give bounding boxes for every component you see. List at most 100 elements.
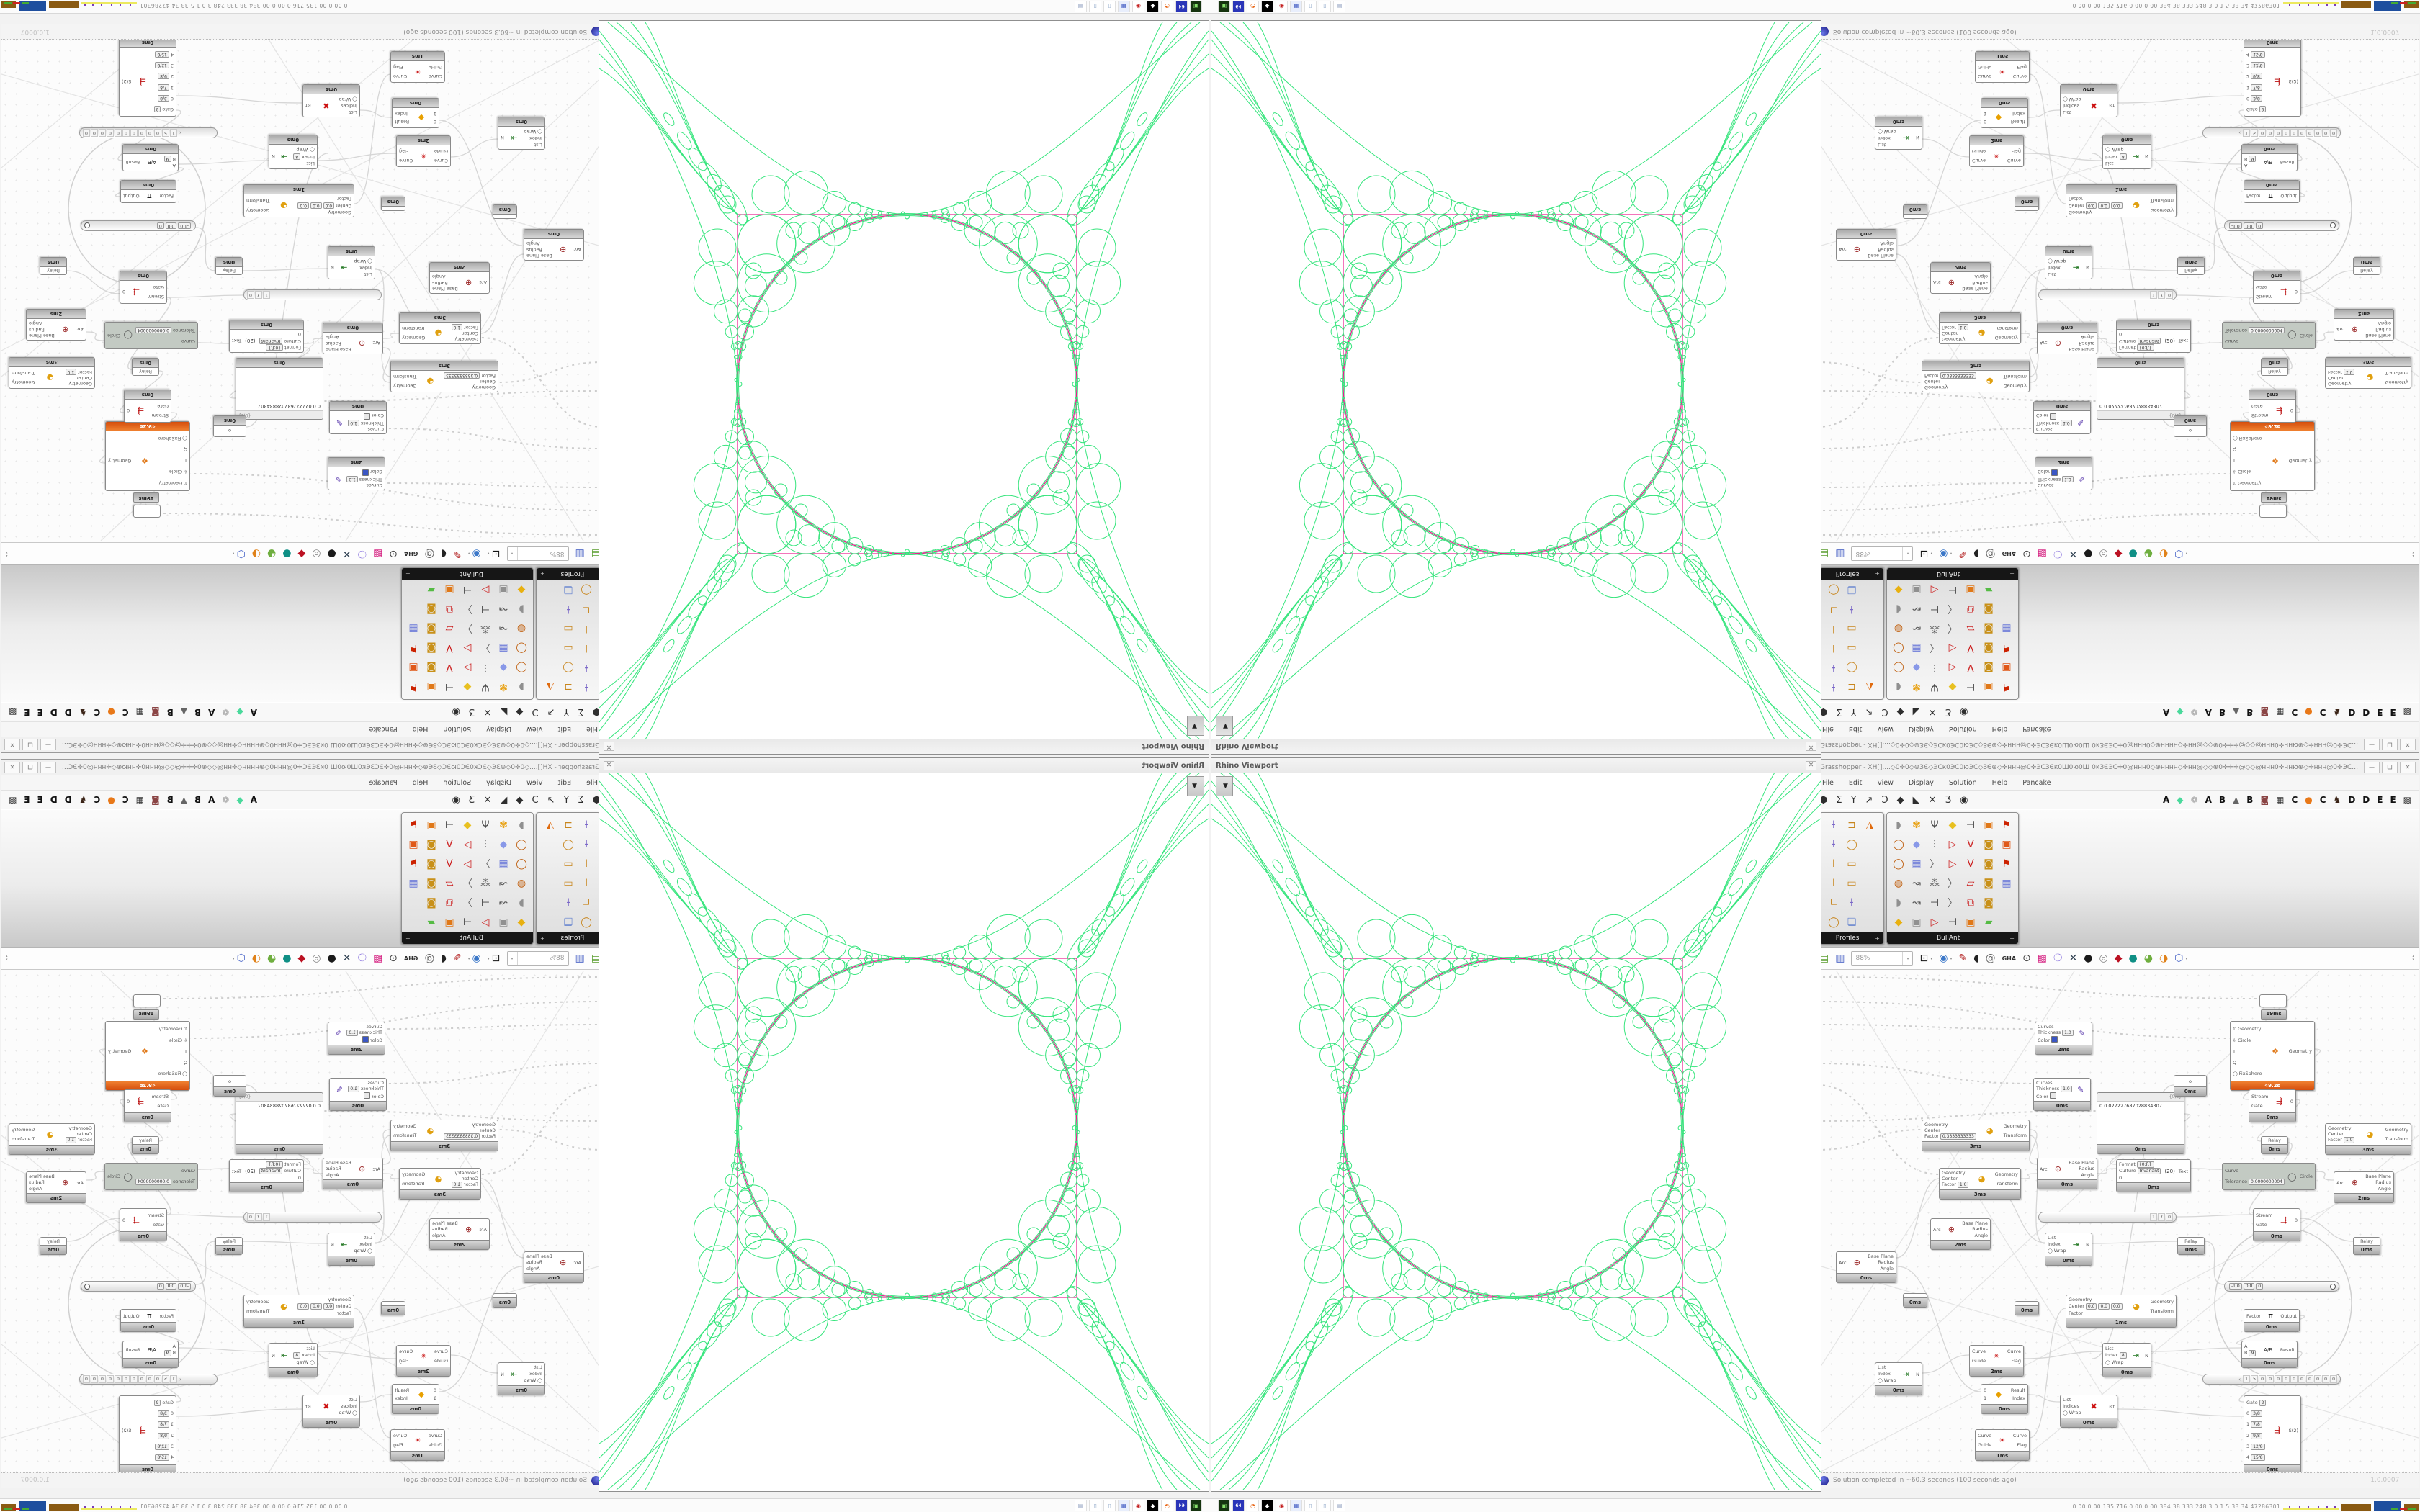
palette-component-icon[interactable]: ↝ (1912, 603, 1921, 616)
list-item-component[interactable]: List Index ◯ Wrap ⇥ N 0ms (1875, 1362, 1922, 1395)
flag-component[interactable]: Curve Guide ✴ Curve Flag 2ms (1969, 1345, 2024, 1377)
stream-filter-component[interactable]: Stream Gate ⇶ 0 0ms (2253, 271, 2300, 304)
palette-component-icon[interactable]: ⊣ (444, 819, 454, 831)
palette-component-icon[interactable] (542, 600, 560, 619)
flag-component[interactable]: Curve Guide ✴ Curve Flag 2ms (396, 1345, 451, 1377)
palette-component-icon[interactable]: ◆ (1894, 916, 1903, 928)
plugin-tab-A[interactable]: A (208, 707, 215, 717)
plugin-tab-icon[interactable]: ▩ (9, 707, 17, 717)
menu-item-solution[interactable]: Solution (443, 725, 472, 734)
plugin-tab-C[interactable]: C (2291, 707, 2298, 717)
zoom-extents-icon[interactable]: ⊡ (1919, 548, 1929, 559)
ball-green-icon[interactable]: ◕ (2143, 953, 2153, 964)
plugin-tab-B[interactable]: B (194, 707, 202, 717)
palette-component-icon[interactable]: ✾ (1912, 819, 1921, 831)
plugin-tab-E[interactable]: E (24, 707, 30, 717)
plugin-tab-A[interactable]: A (250, 707, 257, 717)
palette-component-icon[interactable] (1998, 600, 2016, 619)
plugin-tab-icon[interactable]: ❁ (2190, 707, 2198, 717)
plugin-tab-icon[interactable]: ◙ (151, 707, 160, 717)
palette-component-icon[interactable]: 〉 (1948, 603, 1958, 615)
preview-mesh-icon[interactable]: ◖ (1973, 953, 1979, 964)
display-tab[interactable]: ◉ (452, 706, 460, 718)
console-app-icon[interactable]: ▣ (1190, 1500, 1202, 1511)
zoom-dropdown-arrow[interactable]: ▾ (1902, 547, 1913, 560)
palette-component-icon[interactable]: ◍ (516, 877, 526, 889)
mesh-tab[interactable]: ◣ (1912, 706, 1920, 718)
dropdown-arrow-icon[interactable]: ▾ (232, 955, 235, 961)
plugin-tab-E[interactable]: E (2377, 795, 2383, 805)
palette-component-icon[interactable]: ⊣ (462, 584, 472, 596)
palette-component-icon[interactable]: ▣ (444, 584, 454, 596)
rhino-close-icon[interactable]: ✕ (604, 742, 614, 752)
notepad-icon[interactable]: ▯ (1089, 1, 1101, 12)
preview-eye-icon[interactable]: ◉ (1939, 548, 1948, 559)
palette-component-icon[interactable]: ▦ (498, 642, 508, 654)
palette-title[interactable]: Profiles + (537, 568, 600, 580)
palette-component-icon[interactable]: ▣ (426, 819, 436, 831)
md-slider-knob[interactable] (84, 1283, 90, 1290)
palette-component-icon[interactable]: ▭ (563, 642, 573, 654)
red-badge-icon[interactable]: ◉ (1132, 1, 1144, 12)
dropdown-arrow-icon[interactable]: ▾ (467, 955, 470, 961)
mesh-tab[interactable]: ◣ (500, 706, 508, 718)
plugin-tab-E[interactable]: E (2390, 707, 2396, 717)
gem-icon[interactable]: ◆ (2114, 953, 2123, 964)
maximize-button[interactable]: ❏ (22, 762, 38, 773)
firefox-icon[interactable]: ◔ (1247, 1, 1259, 12)
palette-component-icon[interactable]: ◯ (1828, 916, 1839, 928)
preview-eye-icon[interactable]: ◉ (472, 548, 481, 559)
palette-component-icon[interactable]: ◗ (1896, 896, 1901, 909)
palette-component-icon[interactable]: V (446, 662, 453, 674)
menu-item-file[interactable]: File (1822, 778, 1834, 787)
plugin-tab-icon[interactable]: ▲ (180, 795, 187, 805)
ball-green-icon[interactable]: ◕ (2143, 548, 2153, 559)
palette-component-icon[interactable]: ▷ (1948, 858, 1957, 870)
palette-component-icon[interactable]: ✾ (1912, 681, 1921, 693)
display-tab[interactable]: ◉ (1960, 706, 1968, 718)
palette-component-icon[interactable]: ▭ (1847, 858, 1857, 870)
notepad-icon[interactable]: ▯ (1304, 1, 1317, 12)
palette-component-icon[interactable]: I (584, 642, 588, 654)
ball-teal-icon[interactable]: ● (2128, 548, 2138, 559)
relay-component[interactable]: Relay 0ms (40, 257, 67, 275)
number-slider[interactable]: ‹ 1 5 0 0 0 0 0 0 0 0 0 0 (79, 127, 218, 138)
commodore64-icon[interactable]: 64 (1175, 1500, 1188, 1511)
palette-title[interactable]: Profiles + (1820, 932, 1883, 944)
palette-component-icon[interactable]: ❏ (563, 916, 573, 928)
commodore64-icon[interactable]: 64 (1232, 1, 1245, 12)
ball-blue-icon[interactable]: ⬡ (2174, 953, 2184, 964)
plugin-tab-A[interactable]: A (208, 795, 215, 805)
surface-tab[interactable]: ◆ (1896, 706, 1904, 718)
gha-assembly-icon[interactable]: GHA (2002, 955, 2017, 962)
palette-component-icon[interactable]: ◯ (581, 584, 592, 596)
palette-component-icon[interactable]: ◙ (426, 858, 436, 870)
palette-component-icon[interactable]: ◯ (516, 642, 527, 654)
plugin-tab-E[interactable]: E (37, 707, 43, 717)
notepad-icon[interactable]: ▯ (1103, 1, 1116, 12)
plugin-tab-E[interactable]: E (2390, 795, 2396, 805)
plugin-tab-B[interactable]: B (2218, 707, 2226, 717)
palette-component-icon[interactable]: Ɨ (1850, 603, 1854, 616)
plugin-tab-A[interactable]: A (250, 795, 257, 805)
palette-component-icon[interactable]: ⊐ (1847, 819, 1856, 831)
menu-item-help[interactable]: Help (412, 778, 429, 787)
palette-component-icon[interactable]: ▷ (1948, 642, 1957, 654)
relay-component[interactable]: Relay 0ms (2261, 1136, 2288, 1154)
palette-component-icon[interactable]: 〉 (462, 603, 472, 615)
dropdown-arrow-icon[interactable]: ▾ (487, 551, 490, 557)
pi-component[interactable]: Factor π Output 0ms (120, 1309, 176, 1332)
sketch-object[interactable] (133, 505, 161, 518)
palette-component-icon[interactable] (542, 893, 560, 912)
palette-component-icon[interactable]: ↝ (1912, 896, 1921, 909)
